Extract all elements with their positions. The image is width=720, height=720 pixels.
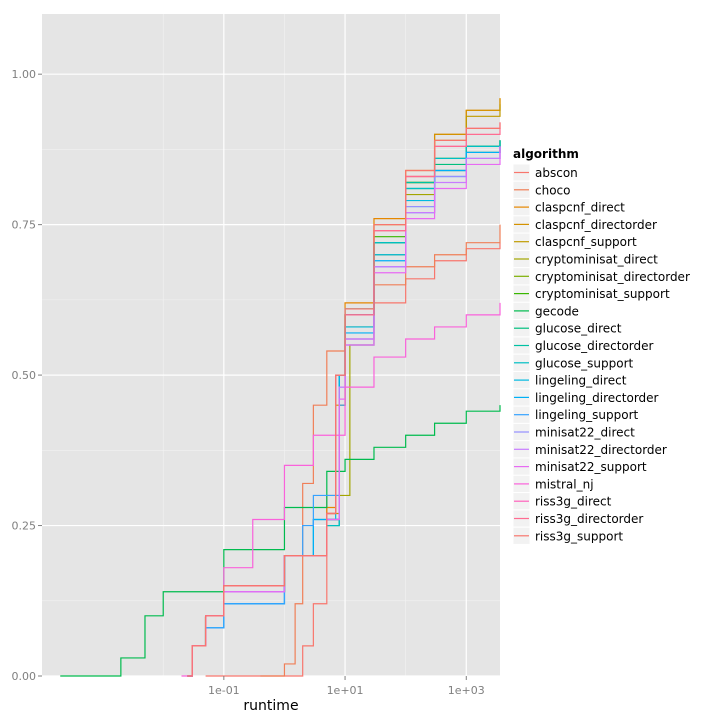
legend-label: riss3g_directorder <box>535 512 643 526</box>
series-line-gecode <box>60 405 501 677</box>
legend-item-lingeling-directorder: lingeling_directorder <box>512 388 659 407</box>
legend-item-claspcnf-support: claspcnf_support <box>512 232 637 251</box>
legend-label: lingeling_directorder <box>535 391 659 405</box>
y-tick-label: 1.00 <box>12 68 37 81</box>
x-tick-label: 1e+03 <box>448 684 485 697</box>
legend-item-minisat22-direct: minisat22_direct <box>512 423 635 441</box>
legend-label: cryptominisat_directorder <box>535 270 690 284</box>
legend-item-glucose-direct: glucose_direct <box>512 319 622 338</box>
legend-item-choco: choco <box>512 180 570 199</box>
plot-panel <box>42 14 500 676</box>
series-line-riss3g-support <box>187 122 501 677</box>
legend-label: minisat22_support <box>535 460 647 474</box>
legend-label: abscon <box>535 166 578 180</box>
legend-label: glucose_directorder <box>535 339 654 353</box>
legend-item-riss3g-directorder: riss3g_directorder <box>512 509 643 528</box>
y-tick-label: 0.00 <box>12 670 37 683</box>
legend-label: claspcnf_support <box>535 235 637 249</box>
legend-label: choco <box>535 183 570 197</box>
legend-item-minisat22-directorder: minisat22_directorder <box>512 440 667 459</box>
legend-label: glucose_direct <box>535 322 622 336</box>
legend-item-lingeling-support: lingeling_support <box>512 405 639 424</box>
legend: algorithm abscon choco claspcnf_directclas… <box>512 147 690 545</box>
legend-item-claspcnf-directorder: claspcnf_directorder <box>512 215 657 234</box>
legend-item-glucose-support: glucose_support <box>512 353 633 372</box>
legend-item-gecode: gecode <box>512 301 579 320</box>
legend-title: algorithm <box>513 147 579 161</box>
legend-item-lingeling-direct: lingeling_direct <box>512 371 627 390</box>
legend-label: lingeling_direct <box>535 374 627 388</box>
series-lines <box>60 98 501 677</box>
legend-item-riss3g-support: riss3g_support <box>512 526 623 545</box>
legend-label: minisat22_directorder <box>535 443 667 457</box>
legend-item-cryptominisat-direct: cryptominisat_direct <box>512 250 658 268</box>
y-axis: 0.00 0.25 0.50 0.75 1.00 <box>12 68 42 683</box>
legend-label: riss3g_direct <box>535 495 612 509</box>
y-tick-label: 0.75 <box>12 219 37 232</box>
x-tick-label: 1e-01 <box>208 684 240 697</box>
y-tick-label: 0.25 <box>12 520 37 533</box>
legend-item-abscon: abscon <box>512 163 578 182</box>
legend-item-riss3g-direct: riss3g_direct <box>512 492 612 511</box>
legend-label: mistral_nj <box>535 477 594 491</box>
legend-item-minisat22-support: minisat22_support <box>512 457 647 476</box>
legend-label: claspcnf_direct <box>535 201 625 215</box>
legend-label: lingeling_support <box>535 408 639 422</box>
y-tick-label: 0.50 <box>12 369 37 382</box>
legend-label: claspcnf_directorder <box>535 218 657 232</box>
legend-label: gecode <box>535 304 579 318</box>
x-axis: 1e-01 1e+01 1e+03 <box>208 676 485 697</box>
legend-label: cryptominisat_direct <box>535 253 658 267</box>
legend-item-mistral-nj: mistral_nj <box>512 474 594 493</box>
x-axis-title: runtime <box>243 698 298 714</box>
legend-label: minisat22_direct <box>535 426 635 440</box>
legend-item-claspcnf-direct: claspcnf_direct <box>512 198 625 217</box>
legend-label: glucose_support <box>535 356 633 370</box>
legend-item-glucose-directorder: glucose_directorder <box>512 336 654 355</box>
x-tick-label: 1e+01 <box>327 684 364 697</box>
legend-label: riss3g_support <box>535 529 623 543</box>
legend-item-cryptominisat-directorder: cryptominisat_directorder <box>512 267 690 286</box>
legend-item-cryptominisat-support: cryptominisat_support <box>512 284 670 303</box>
legend-label: cryptominisat_support <box>535 287 670 301</box>
